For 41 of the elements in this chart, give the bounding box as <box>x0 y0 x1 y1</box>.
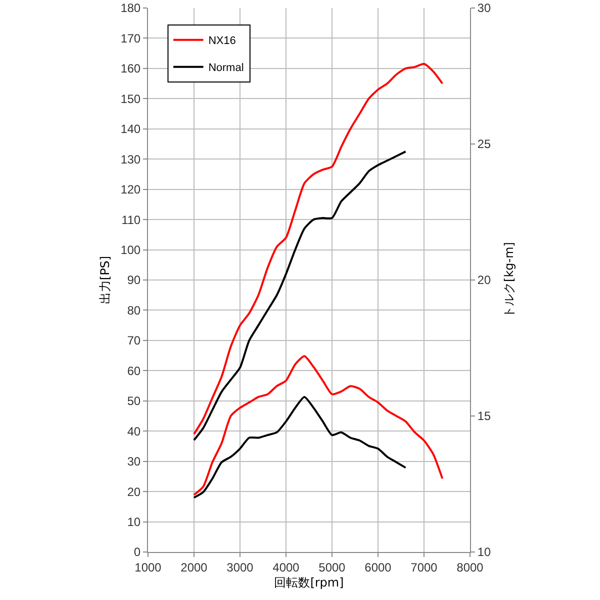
y-tick-label: 140 <box>120 122 141 136</box>
y2-tick-label: 10 <box>477 545 492 560</box>
y-tick-label: 180 <box>120 1 141 16</box>
y-tick-label: 30 <box>127 454 141 469</box>
line-series <box>193 396 407 499</box>
x-tick-label: 1000 <box>134 560 162 574</box>
x-tick-label: 8000 <box>456 560 484 574</box>
line-series <box>193 355 444 496</box>
y-tick-label: 110 <box>121 212 141 227</box>
y-tick-label: 150 <box>120 92 141 106</box>
y-tick-label: 100 <box>120 242 141 257</box>
y-tick-label: 120 <box>120 182 141 197</box>
x-tick-label: 5000 <box>318 560 346 574</box>
y-tick-label: 10 <box>127 514 141 529</box>
y2-axis-title: トルク[kg-m] <box>502 242 516 318</box>
y-tick-label: 60 <box>127 364 141 378</box>
legend-label: NX16 <box>208 35 236 48</box>
x-axis-title: 回転数[rpm] <box>274 575 344 590</box>
line-series <box>193 150 407 442</box>
y2-tick-label: 25 <box>477 137 492 152</box>
y-tick-label: 160 <box>120 62 141 76</box>
x-tick-label: 2000 <box>180 560 208 574</box>
y-tick-label: 130 <box>120 152 141 166</box>
y-tick-label: 20 <box>127 484 141 499</box>
x-tick-label: 6000 <box>364 560 392 574</box>
x-tick-label: 4000 <box>272 560 300 574</box>
y-tick-label: 90 <box>127 273 141 288</box>
x-tick-label: 7000 <box>410 560 438 574</box>
x-tick-label: 3000 <box>226 560 254 574</box>
y2-tick-label: 30 <box>477 1 492 16</box>
y-tick-label: 50 <box>127 394 141 408</box>
y2-tick-label: 15 <box>477 409 492 424</box>
legend-label: Normal <box>208 62 244 74</box>
y-tick-label: 80 <box>127 303 141 318</box>
y2-tick-label: 20 <box>477 273 492 288</box>
y-axis-title: 出力[PS] <box>98 256 112 304</box>
y-tick-label: 0 <box>134 545 141 560</box>
y-tick-label: 70 <box>127 334 141 348</box>
line-series <box>193 62 444 436</box>
y-tick-label: 170 <box>120 31 141 46</box>
y-tick-label: 40 <box>127 424 141 438</box>
